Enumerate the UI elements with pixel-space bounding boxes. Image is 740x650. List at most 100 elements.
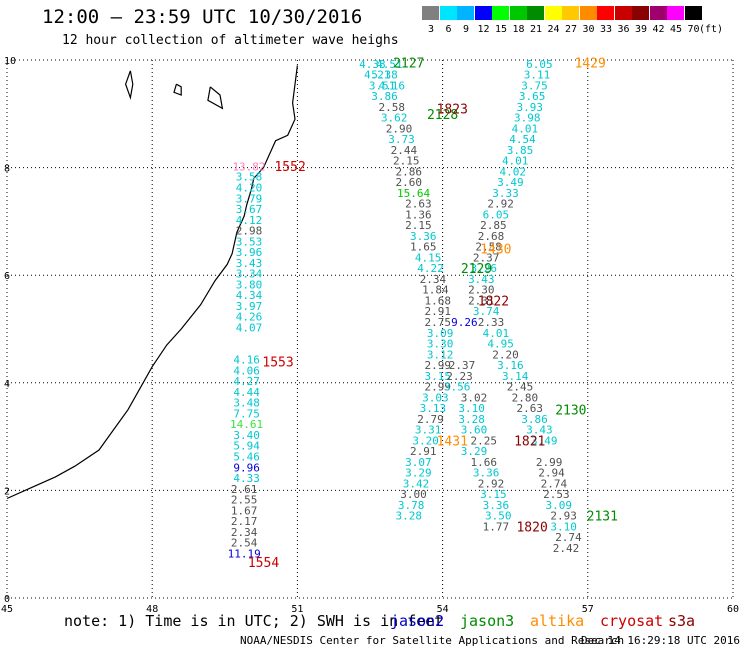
swh-value: 3.85: [507, 144, 534, 157]
swh-value: 2.34: [420, 273, 447, 286]
swh-value: 3.51: [369, 79, 396, 92]
swh-value: 3.33: [492, 187, 519, 200]
swh-value: 2.99: [425, 359, 452, 372]
swh-value: 2.20: [492, 348, 519, 361]
swh-value: 3.86: [521, 413, 548, 426]
scale-swatch: [597, 6, 614, 20]
swh-value: 4.07: [236, 321, 263, 334]
y-tick-label: 0: [4, 594, 10, 605]
swh-value: 3.28: [395, 510, 422, 523]
swh-value: 2.23: [446, 370, 473, 383]
swh-value: 4.51: [376, 58, 403, 71]
swh-value: 3.36: [410, 230, 437, 243]
timestamp-text: Dec 14 16:29:18 UTC 2016: [581, 634, 740, 647]
y-tick-label: 2: [4, 486, 10, 497]
pass-time-label: 1554: [248, 556, 279, 571]
swh-value: 4.22: [417, 262, 444, 275]
scale-swatch: [649, 6, 667, 20]
swh-value: 3.29: [461, 445, 488, 458]
pass-time-label: 1552: [274, 160, 305, 175]
scale-swatch: [579, 6, 597, 20]
swh-value: 3.73: [388, 133, 415, 146]
pass-time-label: 2129: [461, 262, 492, 277]
swh-value: 1.66: [470, 456, 497, 469]
swh-value: 2.99: [425, 381, 452, 394]
swh-value: 6.05: [526, 58, 553, 71]
swh-value: 3.36: [483, 499, 510, 512]
scale-label: 15: [494, 24, 508, 35]
scale-swatch: [684, 6, 702, 20]
swh-value: 3.29: [405, 467, 432, 480]
swh-value: 4.21: [364, 69, 391, 82]
scale-label: 9: [462, 24, 470, 35]
swh-value: 4.95: [487, 338, 514, 351]
swh-value: 4.33: [233, 472, 260, 485]
scale-label: 42: [652, 24, 665, 35]
scale-label: 70: [687, 24, 700, 35]
credit-text: NOAA/NESDIS Center for Satellite Applica…: [240, 634, 625, 647]
swh-value: 4.54: [509, 133, 536, 146]
swh-value: 3.56: [444, 381, 471, 394]
chart-title: 12:00 — 23:59 UTC 10/30/2016: [42, 6, 363, 28]
swh-value: 3.09: [546, 499, 573, 512]
swh-value: 3.58: [236, 171, 263, 184]
swh-value: 3.74: [473, 305, 500, 318]
scale-label: 12: [477, 24, 490, 35]
swh-value: 2.92: [487, 198, 514, 211]
swh-value: 3.09: [427, 327, 454, 340]
scale-swatch: [527, 6, 544, 20]
scale-swatch: [474, 6, 492, 20]
swh-value: 2.91: [425, 305, 452, 318]
pass-time-label: 1553: [262, 355, 293, 370]
swh-value: 3.93: [516, 101, 543, 114]
scale-label: 6: [445, 24, 452, 35]
swh-value: 2.90: [386, 122, 413, 135]
swh-value: 3.65: [519, 90, 546, 103]
swh-value: 2.33: [478, 316, 505, 329]
scale-swatch: [422, 6, 439, 20]
x-tick-label: 60: [727, 604, 739, 612]
swh-value: 4.06: [233, 364, 260, 377]
swh-value: 4.01: [512, 122, 539, 135]
swh-value: 7.75: [233, 407, 260, 420]
swh-value: 3.10: [550, 520, 577, 533]
swh-value: 3.02: [461, 391, 488, 404]
swh-value: 4.01: [502, 155, 529, 168]
legend-s3a: s3a: [668, 612, 696, 630]
swh-value: 9.96: [233, 461, 260, 474]
scale-label: 3: [427, 24, 435, 35]
pass-time-label: 1823: [437, 102, 468, 117]
swh-value: 2.63: [405, 198, 432, 211]
scale-swatch: [562, 6, 579, 20]
swh-value: 3.80: [236, 278, 263, 291]
swh-value: 3.50: [485, 510, 512, 523]
swh-value: 14.61: [230, 418, 263, 431]
pass-time-label: 2130: [555, 404, 586, 419]
swh-value: 3.75: [521, 79, 548, 92]
x-tick-label: 54: [437, 604, 449, 612]
swh-value: 4.15: [415, 251, 442, 264]
swh-value: 3.31: [415, 424, 442, 437]
swh-value: 2.42: [553, 542, 580, 555]
swh-value: 2.61: [231, 483, 258, 496]
swh-value: 9.26: [451, 316, 478, 329]
swh-value: 3.13: [420, 402, 447, 415]
swh-value: 2.37: [473, 251, 500, 264]
swh-value: 4.34: [236, 289, 263, 302]
y-tick-label: 6: [4, 271, 10, 282]
swh-value: 4.20: [236, 182, 263, 195]
swh-value: 2.68: [478, 230, 505, 243]
swh-value: 3.43: [236, 257, 263, 270]
scale-label: 18: [512, 24, 525, 35]
scale-label: 27: [564, 24, 578, 35]
swh-value: 3.14: [502, 370, 529, 383]
swh-value: 3.97: [236, 300, 263, 313]
x-tick-label: 48: [146, 604, 158, 612]
swh-value: 3.48: [233, 397, 260, 410]
legend-altika: altika: [530, 612, 585, 630]
swh-value: 4.38: [359, 58, 386, 71]
swh-value: 3.12: [427, 348, 454, 361]
scale-label: (ft): [699, 24, 724, 35]
swh-value: 2.45: [507, 381, 534, 394]
swh-value: 3.40: [233, 429, 260, 442]
